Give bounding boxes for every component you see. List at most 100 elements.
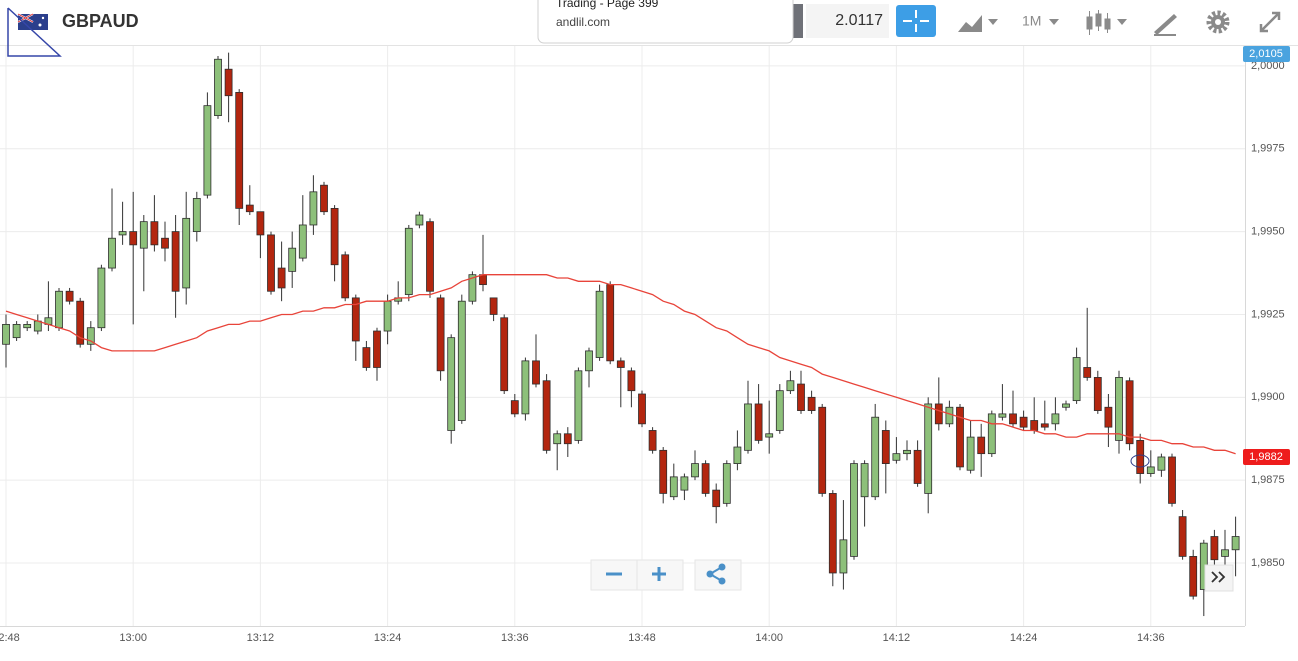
x-tick-label: 14:36 (1137, 632, 1165, 644)
flag-icon (17, 13, 48, 30)
candle-body (934, 403, 943, 425)
candle-body (722, 463, 731, 504)
candle-body (373, 330, 381, 368)
candle-body (850, 463, 858, 557)
candle-body (182, 217, 191, 289)
popup-site: andlil.com (556, 15, 610, 29)
candle-body (881, 430, 890, 465)
price-tag-label: 2,0105 (1249, 48, 1283, 60)
candle-body (1210, 536, 1219, 561)
candle-body (256, 211, 265, 236)
candle-body (1231, 536, 1240, 551)
candle-body (924, 403, 933, 494)
candle-body (192, 198, 201, 232)
drawing-tool-button[interactable] (1154, 14, 1177, 36)
candle-body (2, 323, 10, 345)
candle-body (1072, 357, 1081, 402)
candle-body (945, 406, 954, 425)
candle-body (1146, 466, 1155, 474)
candle-body (214, 58, 222, 116)
candle-body (966, 436, 975, 471)
candle-body (277, 267, 286, 289)
candle-body (1104, 406, 1113, 428)
y-tick-label: 1,9950 (1251, 226, 1285, 238)
candle-body (648, 430, 657, 451)
candle-body (108, 237, 116, 269)
candle-body (150, 221, 159, 246)
candle-body (638, 393, 646, 425)
y-tick-label: 1,9925 (1251, 308, 1285, 320)
timeframe-caret[interactable] (1049, 19, 1059, 25)
candle-body (203, 105, 212, 196)
candle-body (500, 317, 509, 392)
candle-body (828, 493, 837, 574)
candle-body (489, 297, 498, 315)
candle-body (139, 221, 148, 249)
candle-body (235, 92, 244, 209)
fullscreen-button[interactable] (1259, 11, 1281, 33)
corner-marker (7, 7, 62, 57)
scroll-end-button[interactable] (1204, 564, 1234, 592)
x-tick-label: 14:24 (1010, 632, 1038, 644)
candle-body (1136, 439, 1145, 474)
candle-body (33, 320, 42, 332)
candle-body (1093, 377, 1102, 411)
candle-body (669, 476, 678, 498)
candle-body (479, 274, 487, 286)
moving-average-line (5, 274, 1236, 455)
x-tick-label: 12:48 (0, 632, 20, 644)
candle-body (839, 539, 848, 574)
x-tick-label: 13:48 (628, 632, 656, 644)
candle-body (267, 234, 275, 292)
timeframe[interactable]: 1M (1022, 13, 1041, 29)
y-tick-label: 1,9875 (1251, 474, 1285, 486)
candle-body (987, 413, 996, 455)
crosshair-button[interactable] (896, 5, 936, 37)
price-tag (1243, 448, 1290, 465)
x-tick-label: 13:12 (247, 632, 275, 644)
candle-body (627, 370, 636, 392)
candle-body (383, 300, 392, 332)
candle-body (807, 396, 816, 411)
candle-body (1178, 516, 1187, 557)
candle-body (76, 300, 85, 345)
share-button[interactable] (694, 559, 742, 591)
zoom-out-button[interactable] (590, 559, 638, 591)
candle-body (892, 453, 901, 461)
candle-body (691, 463, 699, 478)
candle-body (775, 390, 784, 431)
x-tick-label: 14:00 (755, 632, 783, 644)
candle-body (1009, 413, 1017, 425)
candle-body (1040, 423, 1049, 428)
candle-body (574, 370, 583, 441)
candle-body (320, 184, 328, 213)
candle-body (712, 489, 721, 508)
candle-body (680, 476, 689, 491)
candle-body (701, 463, 710, 494)
candle-body (426, 221, 434, 292)
candle-body (86, 327, 95, 345)
candle-body (341, 254, 350, 299)
settings-button[interactable] (1206, 10, 1230, 34)
candle-body (606, 284, 615, 362)
candle-body (765, 433, 774, 438)
zoom-in-button[interactable] (636, 559, 684, 591)
candle-body (362, 347, 371, 368)
popup (537, 0, 794, 44)
candle-body (1062, 403, 1070, 408)
candle-body (23, 323, 32, 329)
price-tag (1243, 46, 1290, 62)
candle-body (553, 433, 562, 445)
candle-style-button[interactable] (1086, 10, 1127, 35)
candle-body (871, 416, 880, 498)
candle-body (288, 247, 297, 272)
candle-body (457, 300, 466, 421)
price-tag-label: 1,9882 (1249, 451, 1283, 463)
candle-body (977, 436, 986, 455)
candle-body (415, 214, 424, 226)
candle-body (351, 297, 360, 342)
candle-body (12, 323, 21, 339)
chart-type-button[interactable] (958, 15, 998, 32)
candle-body (563, 433, 572, 445)
